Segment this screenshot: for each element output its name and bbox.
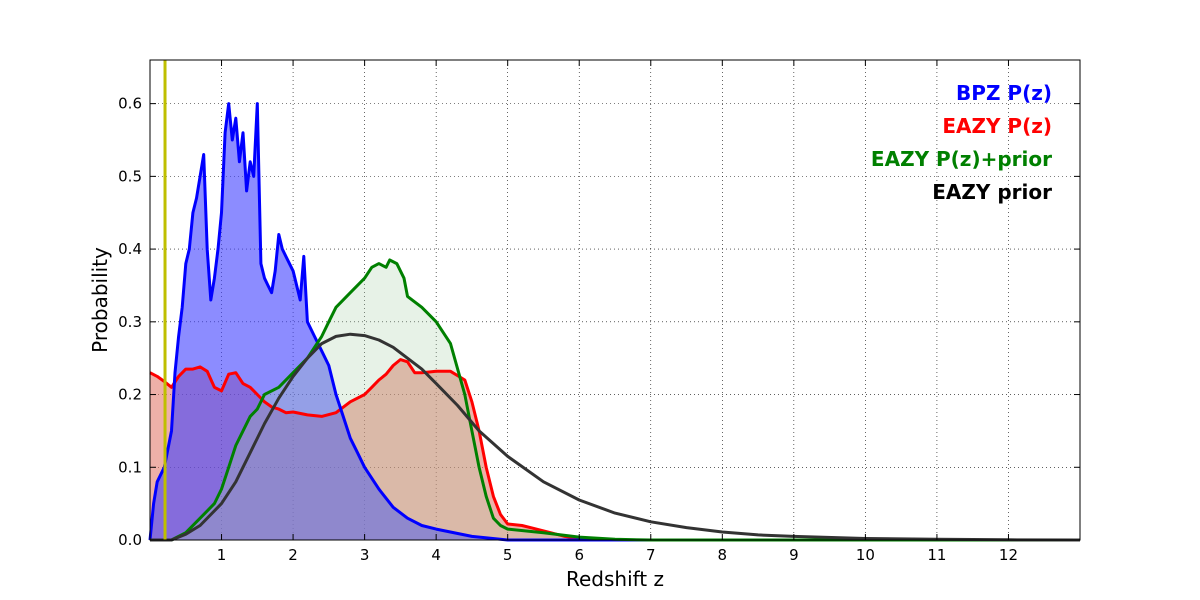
x-tick-label: 12 [999, 546, 1018, 564]
y-axis-label: Probability [88, 247, 112, 353]
legend: BPZ P(z) EAZY P(z) EAZY P(z)+prior EAZY pri… [871, 81, 1052, 204]
series-line-eazy-p-z [149, 358, 1080, 542]
x-tick-label: 9 [789, 546, 799, 564]
y-tick-label: 0.4 [118, 240, 142, 258]
axis-ticks: 1 2 3 4 5 6 7 8 9 10 11 120.00.10.20.30.40.50.6 [118, 60, 1080, 564]
series-line-eazy-p-z-prior [150, 258, 1080, 542]
legend-label: BPZ P(z) [956, 81, 1052, 105]
x-tick-label: 11 [927, 546, 946, 564]
x-tick-label: 3 [360, 546, 370, 564]
x-tick-label: 2 [288, 546, 298, 564]
series-lines [148, 102, 1081, 542]
y-tick-label: 0.5 [118, 167, 142, 185]
x-tick-label: 8 [718, 546, 728, 564]
x-tick-label: 7 [646, 546, 656, 564]
legend-label: EAZY P(z) [942, 114, 1052, 138]
y-tick-label: 0.6 [118, 95, 142, 113]
grid [150, 60, 1080, 541]
series-fill-eazy-p-z-prior [150, 260, 1080, 540]
series-line-eazy-prior [150, 332, 1081, 542]
legend-label: EAZY P(z)+prior [871, 147, 1052, 171]
x-tick-label: 4 [431, 546, 441, 564]
x-axis-label: Redshift z [566, 567, 664, 591]
y-tick-label: 0.1 [118, 458, 142, 476]
legend-label: EAZY prior [932, 180, 1052, 204]
x-tick-label: 10 [856, 546, 875, 564]
x-tick-label: 1 [217, 546, 227, 564]
y-tick-label: 0.3 [118, 313, 142, 331]
y-tick-label: 0.0 [118, 531, 142, 549]
series-line-bpz-p-z [148, 102, 1080, 542]
plot-frame [149, 59, 1081, 541]
y-tick-label: 0.2 [118, 386, 142, 404]
x-tick-label: 6 [574, 546, 584, 564]
x-tick-label: 5 [503, 546, 513, 564]
